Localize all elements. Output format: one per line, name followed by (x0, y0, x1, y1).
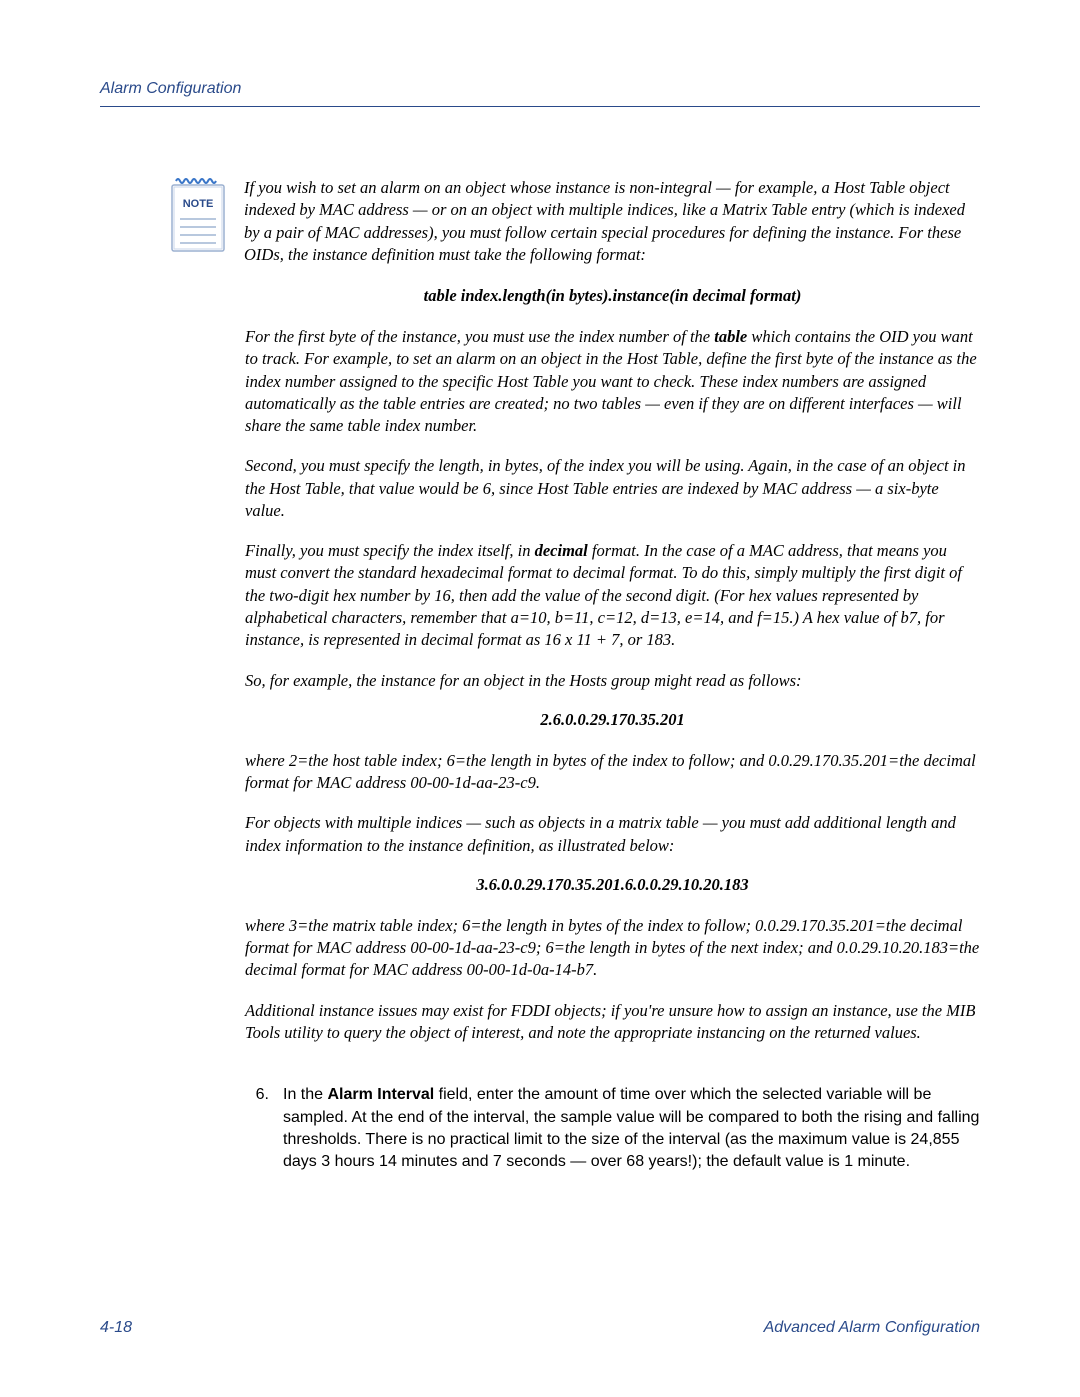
note-p4: Finally, you must specify the index itse… (245, 540, 980, 651)
header-title: Alarm Configuration (100, 80, 980, 98)
format-line-3: 3.6.0.0.29.170.35.201.6.0.0.29.10.20.183 (245, 875, 980, 895)
step-body: In the Alarm Interval field, enter the a… (283, 1084, 980, 1174)
notepad-icon: NOTE (170, 177, 226, 253)
page: Alarm Configuration NOTE If you wish t (0, 0, 1080, 1397)
content-area: NOTE If you wish to set an alarm on an o… (245, 177, 980, 1174)
step-6: 6. In the Alarm Interval field, enter th… (245, 1084, 980, 1174)
note-p4a: Finally, you must specify the index itse… (245, 541, 535, 560)
note-p2-bold: table (714, 327, 747, 346)
step-pre: In the (283, 1086, 327, 1103)
note-p4-bold: decimal (535, 541, 588, 560)
note-p8: where 3=the matrix table index; 6=the le… (245, 915, 980, 982)
format-line-1: table index.length(in bytes).instance(in… (245, 286, 980, 306)
page-header: Alarm Configuration (100, 80, 980, 107)
note-p2: For the first byte of the instance, you … (245, 326, 980, 437)
footer-section: Advanced Alarm Configuration (764, 1319, 980, 1337)
note-label-text: NOTE (183, 198, 214, 210)
note-p3: Second, you must specify the length, in … (245, 455, 980, 522)
page-footer: 4-18 Advanced Alarm Configuration (100, 1319, 980, 1337)
format-line-2: 2.6.0.0.29.170.35.201 (245, 710, 980, 730)
note-block: NOTE If you wish to set an alarm on an o… (245, 177, 980, 266)
step-number: 6. (245, 1084, 269, 1174)
page-number: 4-18 (100, 1319, 132, 1337)
note-p2a: For the first byte of the instance, you … (245, 327, 714, 346)
note-p9: Additional instance issues may exist for… (245, 1000, 980, 1045)
note-p5: So, for example, the instance for an obj… (245, 670, 980, 692)
step-bold: Alarm Interval (327, 1086, 434, 1103)
note-p6: where 2=the host table index; 6=the leng… (245, 750, 980, 795)
note-p1: If you wish to set an alarm on an object… (244, 177, 980, 266)
note-p7: For objects with multiple indices — such… (245, 812, 980, 857)
